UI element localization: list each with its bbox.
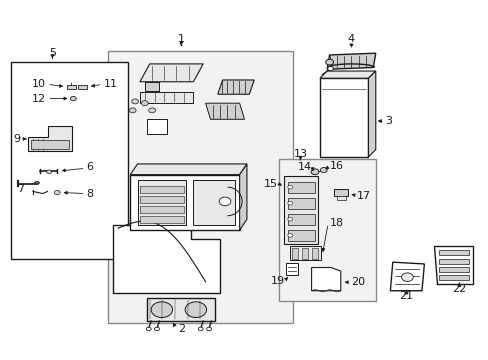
Polygon shape [140,64,203,82]
Bar [334,189,347,196]
Text: 18: 18 [329,218,343,228]
Circle shape [310,169,318,175]
Text: 17: 17 [356,191,370,201]
Bar [287,230,314,241]
Bar [108,51,292,323]
Circle shape [198,327,203,331]
Bar [193,180,234,225]
Polygon shape [284,176,318,244]
Text: 2: 2 [177,324,184,334]
Bar [301,248,307,258]
Polygon shape [217,80,254,94]
Circle shape [70,96,76,101]
Text: 22: 22 [451,284,466,294]
Text: 8: 8 [86,189,93,199]
Bar [289,246,321,260]
Bar [291,248,298,258]
Polygon shape [113,225,220,293]
Polygon shape [368,71,375,157]
Bar [287,214,314,225]
Polygon shape [130,175,239,230]
Circle shape [54,190,60,195]
Text: 14: 14 [297,162,311,172]
Text: 15: 15 [263,179,277,189]
Circle shape [325,59,333,65]
Polygon shape [239,164,246,230]
Bar [438,250,468,255]
Circle shape [129,108,136,113]
Bar [67,85,76,89]
Circle shape [206,327,211,331]
Text: 5: 5 [49,48,56,58]
Circle shape [131,99,138,104]
Polygon shape [389,262,424,291]
Polygon shape [140,93,193,103]
Bar [140,206,183,213]
Text: 4: 4 [347,34,354,44]
Polygon shape [147,298,215,321]
Text: 7: 7 [17,184,24,194]
Circle shape [141,101,148,106]
Circle shape [46,170,51,174]
Circle shape [327,66,333,71]
Circle shape [146,327,151,331]
Polygon shape [311,267,340,291]
Text: 19: 19 [270,276,285,286]
Bar [438,275,468,280]
Text: 11: 11 [103,79,117,89]
Bar [11,62,127,258]
Polygon shape [28,126,72,152]
Text: 10: 10 [32,79,46,89]
Text: 16: 16 [329,161,343,171]
Polygon shape [30,140,69,149]
Polygon shape [130,164,246,175]
Text: 12: 12 [32,94,46,104]
Polygon shape [319,71,375,78]
Polygon shape [326,53,375,69]
Text: 1: 1 [178,34,184,44]
Polygon shape [433,246,472,284]
Text: 9: 9 [13,134,20,144]
Text: 21: 21 [399,291,413,301]
Bar [147,119,166,134]
Text: 6: 6 [86,162,93,172]
Circle shape [151,302,172,318]
Bar [287,198,314,208]
Circle shape [287,234,292,237]
Bar [137,180,186,225]
Polygon shape [144,82,159,91]
Bar [140,197,183,203]
Polygon shape [319,78,368,157]
Bar [78,85,87,89]
Bar [336,196,345,200]
Bar [140,216,183,223]
Circle shape [185,302,206,318]
Bar [438,267,468,272]
Bar [287,182,314,193]
Circle shape [401,273,412,282]
Bar [278,158,375,301]
Polygon shape [205,103,244,119]
Bar [140,186,183,193]
Bar [438,258,468,264]
Circle shape [287,202,292,205]
Circle shape [287,217,292,221]
Circle shape [320,167,326,172]
Circle shape [154,327,159,331]
Circle shape [148,108,155,113]
Bar [311,248,317,258]
Text: 20: 20 [351,277,365,287]
Circle shape [287,185,292,189]
Bar [285,263,297,275]
Circle shape [219,197,230,206]
Text: 3: 3 [385,116,392,126]
Text: 13: 13 [293,149,307,159]
